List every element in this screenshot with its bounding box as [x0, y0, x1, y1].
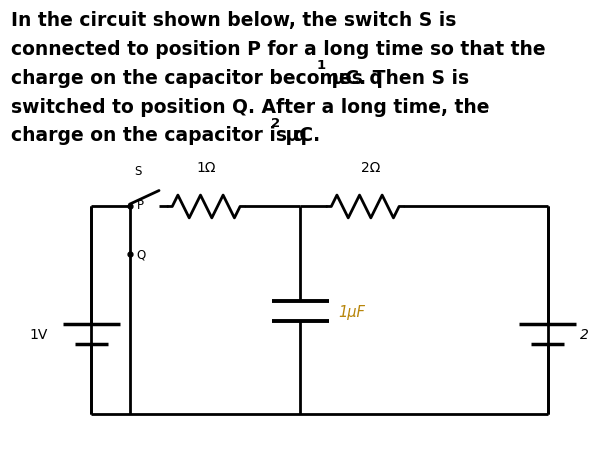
- Text: 1Ω: 1Ω: [196, 160, 216, 174]
- Text: 2: 2: [271, 116, 280, 129]
- Text: Q: Q: [137, 248, 146, 261]
- Text: In the circuit shown below, the switch S is: In the circuit shown below, the switch S…: [11, 11, 456, 30]
- Text: P: P: [137, 198, 144, 211]
- Text: 2V: 2V: [580, 328, 589, 341]
- Text: connected to position P for a long time so that the: connected to position P for a long time …: [11, 40, 545, 59]
- Text: μC.: μC.: [279, 126, 320, 145]
- Text: μC. Then S is: μC. Then S is: [325, 69, 469, 88]
- Text: switched to position Q. After a long time, the: switched to position Q. After a long tim…: [11, 97, 489, 116]
- Text: S: S: [134, 164, 142, 177]
- Text: 1μF: 1μF: [339, 304, 366, 319]
- Text: 2Ω: 2Ω: [362, 160, 380, 174]
- Text: 1: 1: [317, 59, 326, 72]
- Text: charge on the capacitor is q: charge on the capacitor is q: [11, 126, 307, 145]
- Text: 1V: 1V: [29, 328, 48, 341]
- Text: charge on the capacitor becomes q: charge on the capacitor becomes q: [11, 69, 382, 88]
